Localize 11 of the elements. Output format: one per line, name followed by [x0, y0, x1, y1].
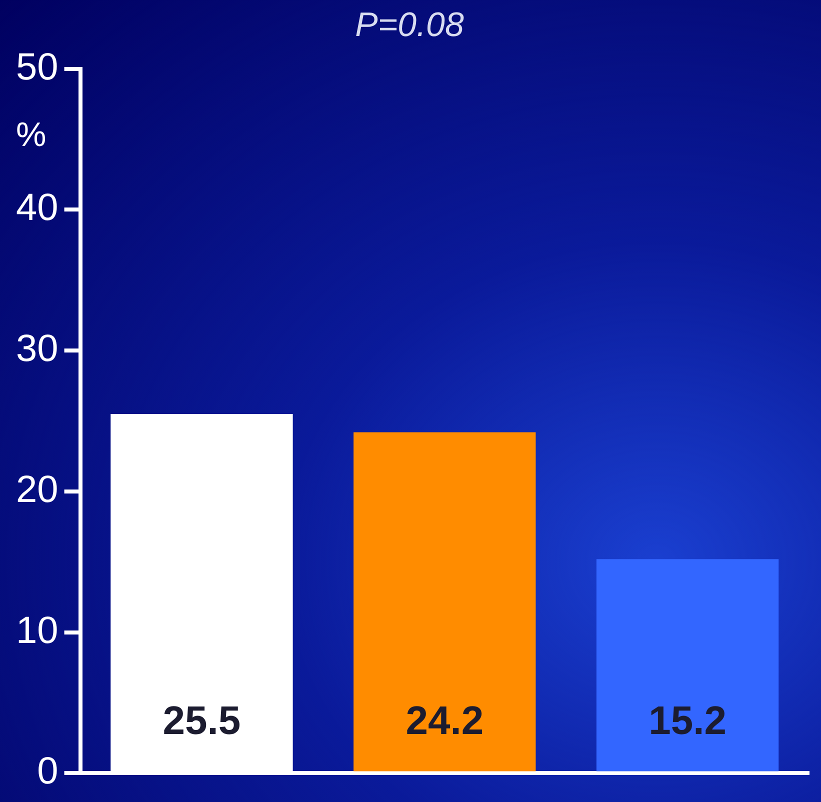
data-label: 24.2	[406, 699, 484, 744]
y-tick-label: 50	[16, 46, 58, 88]
chart-title: P=0.08	[355, 6, 464, 44]
data-label: 25.5	[162, 699, 241, 744]
y-tick-label: 10	[16, 610, 58, 652]
y-tick-label: 20	[16, 468, 58, 511]
y-tick-label: 0	[37, 750, 58, 793]
y-axis-title: %	[16, 116, 46, 154]
y-tick-label: 40	[16, 187, 58, 230]
y-tick-label: 30	[16, 328, 58, 370]
data-label: 15.2	[648, 699, 726, 744]
